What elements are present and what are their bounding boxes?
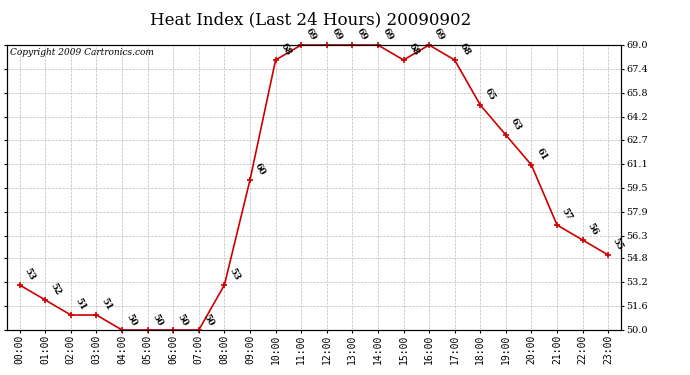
Text: 68: 68: [457, 42, 472, 57]
Text: 61: 61: [534, 147, 549, 162]
Text: 53: 53: [23, 267, 37, 282]
Text: 55: 55: [611, 237, 625, 252]
Text: 50: 50: [125, 312, 139, 327]
Text: 56: 56: [585, 222, 600, 237]
Text: 68: 68: [406, 42, 420, 57]
Text: 68: 68: [278, 42, 293, 57]
Text: 63: 63: [509, 117, 523, 132]
Text: 53: 53: [227, 267, 242, 282]
Text: 57: 57: [560, 207, 574, 222]
Text: 50: 50: [150, 312, 164, 327]
Text: 51: 51: [99, 297, 113, 312]
Text: 69: 69: [381, 27, 395, 42]
Text: 69: 69: [330, 27, 344, 42]
Text: 65: 65: [483, 87, 497, 102]
Text: 52: 52: [48, 282, 62, 297]
Text: Heat Index (Last 24 Hours) 20090902: Heat Index (Last 24 Hours) 20090902: [150, 11, 471, 28]
Text: 50: 50: [201, 312, 215, 327]
Text: 69: 69: [355, 27, 369, 42]
Text: 51: 51: [74, 297, 88, 312]
Text: 50: 50: [176, 312, 190, 327]
Text: 69: 69: [432, 27, 446, 42]
Text: 69: 69: [304, 27, 318, 42]
Text: 60: 60: [253, 162, 267, 177]
Text: Copyright 2009 Cartronics.com: Copyright 2009 Cartronics.com: [10, 48, 154, 57]
